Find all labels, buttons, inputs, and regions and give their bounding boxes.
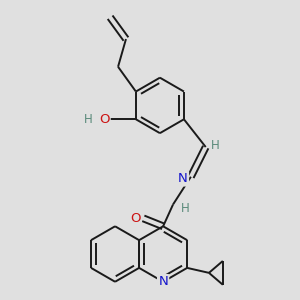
Text: H: H bbox=[211, 139, 220, 152]
Text: H: H bbox=[84, 113, 93, 126]
Text: O: O bbox=[130, 212, 141, 225]
Text: H: H bbox=[181, 202, 189, 215]
Text: N: N bbox=[158, 275, 168, 288]
Text: N: N bbox=[178, 172, 188, 185]
Text: O: O bbox=[99, 113, 110, 126]
